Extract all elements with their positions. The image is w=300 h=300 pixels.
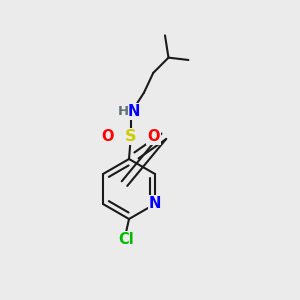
- Text: O: O: [101, 129, 114, 144]
- Text: O: O: [147, 129, 160, 144]
- Text: N: N: [127, 104, 140, 119]
- Text: N: N: [149, 196, 161, 211]
- Text: S: S: [125, 129, 136, 144]
- Text: Cl: Cl: [118, 232, 134, 247]
- Text: H: H: [117, 104, 129, 118]
